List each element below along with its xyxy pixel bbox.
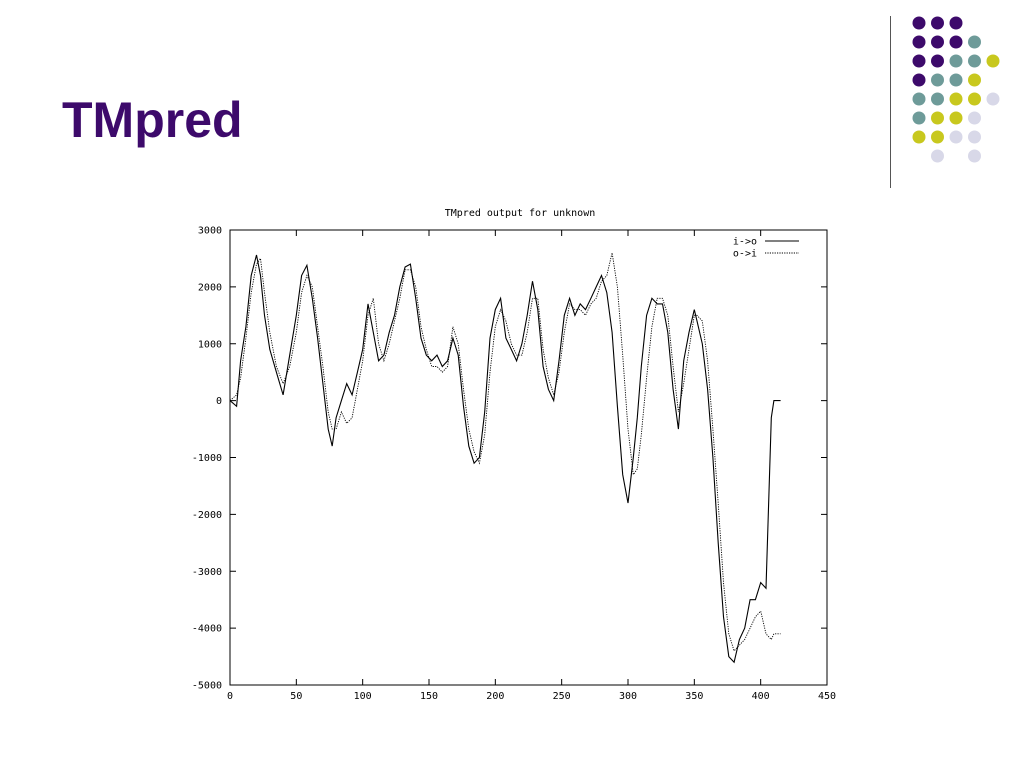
x-tick-label: 450 [818,691,836,700]
y-tick-label: -4000 [192,624,222,635]
tmpred-chart: TMpred output for unknown 3000200010000-… [192,208,836,700]
decoration-dot [949,35,963,49]
series-line-i->o [229,254,781,664]
y-tick-label: -3000 [192,567,222,578]
decoration-dot [949,130,963,144]
decoration-dot [968,111,981,125]
series-line-o->i [229,252,781,652]
decoration-dot [968,54,981,68]
y-tick-label: -5000 [192,681,222,692]
decoration-dot [931,35,944,49]
decoration-dot [968,130,981,144]
slide-title: TMpred [62,92,243,148]
legend-label: i->o [733,237,757,248]
y-tick-label: 2000 [198,282,222,293]
series-layer [229,252,781,664]
decoration-dot [986,54,1000,68]
decoration-dot [968,35,981,49]
decoration-dot [931,73,944,87]
x-tick-label: 200 [486,691,504,700]
decoration-dot [912,92,926,106]
chart-title: TMpred output for unknown [445,208,596,219]
y-tick-label: -1000 [192,453,222,464]
decoration-dot [912,130,926,144]
x-tick-label: 100 [354,691,372,700]
decoration-dots [912,16,1000,163]
y-tick-label: 1000 [198,339,222,350]
y-tick-label: 3000 [198,226,222,237]
decoration-dot [968,149,981,163]
x-axis: 0 50 100 150 200 250 300 350 400 450 [227,230,836,700]
decoration-dot [986,92,1000,106]
x-tick-label: 50 [290,691,302,700]
decoration-dot [949,16,963,30]
x-tick-label: 0 [227,691,233,700]
y-axis: 3000 2000 1000 0 -1000 -2000 -3000 -4000 -5000 [192,226,827,692]
decoration-dot [931,54,944,68]
decoration-dot [968,73,981,87]
decoration-dot [912,73,926,87]
y-tick-label: 0 [216,396,222,407]
x-tick-label: 300 [619,691,637,700]
y-tick-label: -2000 [192,510,222,521]
decoration-dot [931,92,944,106]
decoration-dot [931,130,944,144]
x-tick-label: 400 [752,691,770,700]
legend-label: o->i [733,249,757,260]
decoration-dot [968,92,981,106]
chart-legend: i->oo->i [733,237,799,260]
decoration-dot [912,111,926,125]
decoration-dot [931,16,944,30]
decoration-dot [912,54,926,68]
x-tick-label: 350 [685,691,703,700]
x-tick-label: 250 [553,691,571,700]
decoration-dot [949,73,963,87]
decoration-dot [949,111,963,125]
decoration-dot [949,92,963,106]
title-divider [890,16,891,188]
x-tick-label: 150 [420,691,438,700]
decoration-dot [931,111,944,125]
decoration-dot [949,54,963,68]
plot-frame [229,229,828,686]
decoration-dot [931,149,944,163]
decoration-dot [912,35,926,49]
decoration-dot [912,16,926,30]
